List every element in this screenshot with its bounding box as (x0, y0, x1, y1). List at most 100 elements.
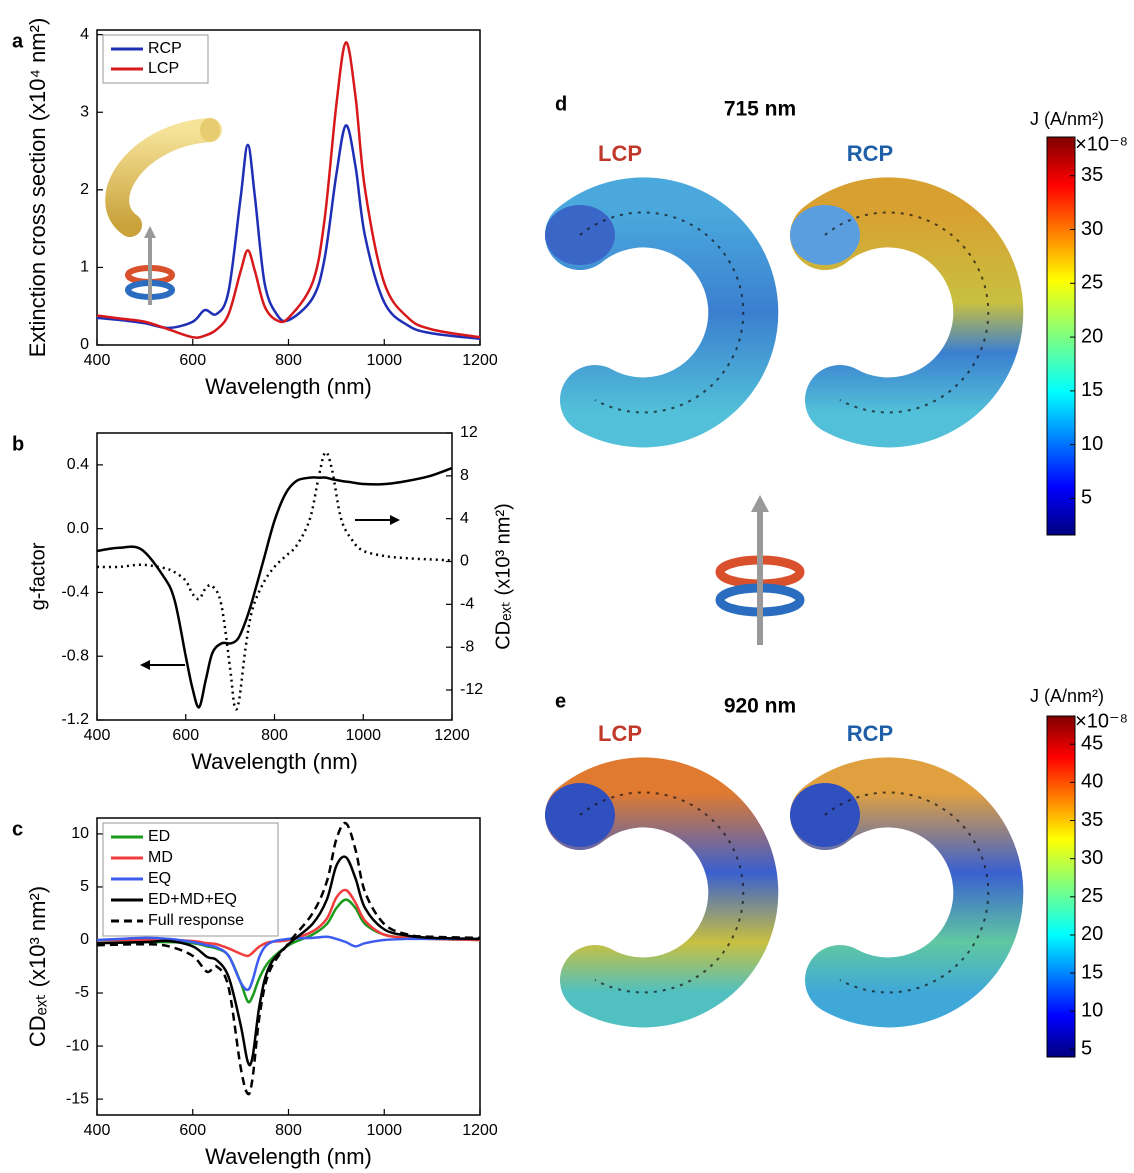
y-tick-label: -1.2 (61, 711, 89, 728)
x-axis-label: Wavelength (nm) (191, 749, 358, 774)
colorbar-tick-label: 5 (1081, 1038, 1092, 1060)
colorbar-tick-label: 5 (1081, 487, 1092, 509)
x-tick-label: 600 (179, 1122, 206, 1139)
x-tick-label: 1200 (462, 1122, 498, 1139)
series-line (96, 41, 481, 339)
y-axis-label: CDₑₓₜ (x10³ nm²) (25, 886, 50, 1047)
colorbar-tick-label: 25 (1081, 885, 1103, 907)
y2-tick-label: -12 (460, 681, 483, 698)
colorbar-tick-label: 25 (1081, 272, 1103, 294)
polarization-label: LCP (598, 721, 642, 746)
colorbar-multiplier: ×10⁻⁸ (1075, 133, 1128, 155)
y-tick-label: 10 (71, 825, 89, 842)
series-line (96, 935, 480, 992)
x-axis-label: Wavelength (nm) (205, 374, 372, 399)
plot-frame (96, 432, 453, 721)
y-tick-label: 1 (80, 259, 89, 276)
colorbar-tick-label: 40 (1081, 771, 1103, 793)
y-tick-label: 5 (80, 878, 89, 895)
x-tick-label: 400 (84, 1122, 111, 1139)
colorbar-tick-label: 15 (1081, 379, 1103, 401)
legend-label: ED (148, 828, 170, 845)
series-line (96, 124, 481, 341)
y2-tick-label: -8 (460, 638, 474, 655)
render-d-lcp (545, 177, 779, 448)
x-tick-label: 400 (84, 352, 111, 369)
colorbar-tick-label: 35 (1081, 164, 1103, 186)
polarization-label: RCP (847, 721, 893, 746)
colorbar-tick-label: 35 (1081, 809, 1103, 831)
colorbar-tick-label: 30 (1081, 847, 1103, 869)
y2-tick-label: 4 (460, 510, 469, 527)
panel-label: e (555, 690, 566, 712)
colorbar-tick-label: 20 (1081, 923, 1103, 945)
panel-label: a (12, 30, 24, 52)
y-axis-label: Extinction cross section (x10⁴ nm²) (25, 18, 50, 358)
legend-label: EQ (148, 870, 171, 887)
y-tick-label: 0 (80, 931, 89, 948)
render-e-lcp (545, 757, 779, 1028)
colorbar-tick-label: 10 (1081, 1000, 1103, 1022)
y2-tick-label: -4 (460, 596, 474, 613)
y-tick-label: -0.8 (61, 647, 89, 664)
legend-label: LCP (148, 60, 179, 77)
panel-label: d (555, 93, 567, 115)
panel-label: c (12, 818, 23, 840)
panel-label: b (12, 433, 24, 455)
x-tick-label: 800 (261, 727, 288, 744)
colorbar-label: J (A/nm²) (1030, 686, 1104, 706)
series-line (96, 466, 453, 709)
x-tick-label: 800 (275, 1122, 302, 1139)
y-tick-label: 0.4 (67, 456, 89, 473)
polarization-label: LCP (598, 141, 642, 166)
legend-box (102, 34, 209, 84)
annotation-arrowhead (140, 660, 150, 670)
y-tick-label: -5 (75, 984, 89, 1001)
y-tick-label: -10 (66, 1037, 89, 1054)
colorbar (1046, 715, 1076, 1058)
y-tick-label: 0 (80, 336, 89, 353)
inset-icon (105, 118, 222, 305)
colorbar-tick-label: 30 (1081, 218, 1103, 240)
colorbar (1046, 136, 1076, 536)
y-tick-label: 4 (80, 26, 89, 43)
legend-label: MD (148, 849, 173, 866)
colorbar-tick-label: 45 (1081, 733, 1103, 755)
legend-label: RCP (148, 40, 182, 57)
series-line (96, 451, 453, 711)
x-axis-label: Wavelength (nm) (205, 1144, 372, 1169)
colorbar-multiplier: ×10⁻⁸ (1075, 710, 1128, 732)
y-tick-label: 2 (80, 181, 89, 198)
y2-axis-label: CDₑₓₜ (x10³ nm²) (492, 503, 514, 650)
panel-title: 920 nm (724, 695, 796, 718)
y2-tick-label: 12 (460, 424, 478, 441)
y2-tick-label: 0 (460, 553, 469, 570)
x-tick-label: 1200 (434, 727, 470, 744)
colorbar-label: J (A/nm²) (1030, 109, 1104, 129)
annotation-arrowhead (390, 515, 400, 525)
x-tick-label: 1000 (345, 727, 381, 744)
render-e-rcp (790, 757, 1024, 1028)
y-tick-label: 0.0 (67, 520, 89, 537)
y-tick-label: -0.4 (61, 584, 89, 601)
colorbar-tick-label: 20 (1081, 325, 1103, 347)
x-tick-label: 1000 (366, 352, 402, 369)
x-tick-label: 600 (172, 727, 199, 744)
x-tick-label: 1000 (366, 1122, 402, 1139)
render-d-rcp (790, 177, 1024, 448)
y-axis-label: g-factor (27, 542, 49, 610)
legend-label: ED+MD+EQ (148, 891, 237, 908)
colorbar-tick-label: 10 (1081, 433, 1103, 455)
series-line (96, 855, 481, 1067)
y2-tick-label: 8 (460, 467, 469, 484)
y-tick-label: 3 (80, 103, 89, 120)
polarization-label: RCP (847, 141, 893, 166)
series-line (96, 821, 481, 1096)
panel-title: 715 nm (724, 98, 796, 121)
x-tick-label: 600 (179, 352, 206, 369)
legend-label: Full response (148, 912, 244, 929)
colorbar-tick-label: 15 (1081, 961, 1103, 983)
x-tick-label: 1200 (462, 352, 498, 369)
polarization-icon (715, 495, 805, 645)
